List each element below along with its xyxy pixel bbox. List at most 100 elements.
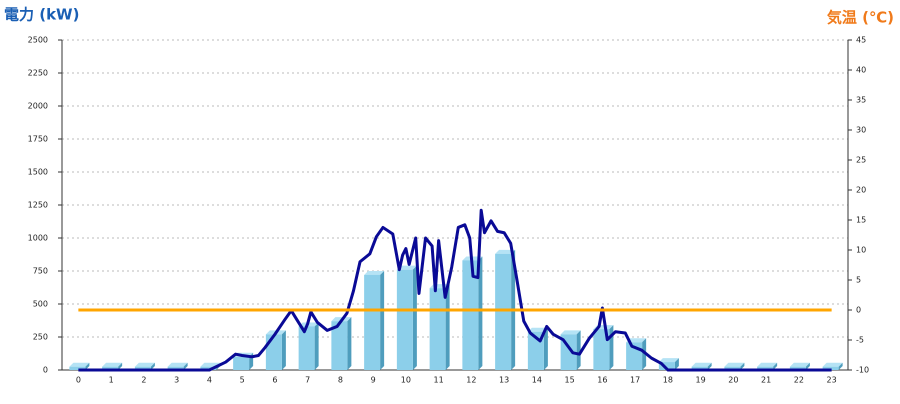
x-tick-label: 13 bbox=[499, 376, 509, 385]
y-tick-label: 1000 bbox=[28, 234, 48, 243]
x-tick-label: 14 bbox=[532, 376, 542, 385]
bar-top bbox=[724, 362, 745, 367]
bar-side bbox=[314, 322, 319, 370]
bar-side bbox=[380, 270, 385, 370]
y2-tick-label: -10 bbox=[856, 366, 869, 375]
y2-tick-label: 30 bbox=[856, 126, 866, 135]
y-tick-label: 2000 bbox=[28, 102, 48, 111]
x-tick-label: 0 bbox=[76, 376, 81, 385]
bar bbox=[102, 366, 119, 370]
y2-tick-label: -5 bbox=[856, 336, 864, 345]
y2-tick-label: 0 bbox=[856, 306, 861, 315]
y2-tick-label: 45 bbox=[856, 36, 866, 45]
x-tick-label: 23 bbox=[827, 376, 837, 385]
bar bbox=[658, 362, 675, 370]
bar bbox=[822, 366, 839, 370]
x-tick-label: 3 bbox=[174, 376, 179, 385]
y-tick-label: 750 bbox=[33, 267, 48, 276]
bar bbox=[691, 366, 708, 370]
bar bbox=[429, 288, 446, 370]
x-tick-label: 2 bbox=[141, 376, 146, 385]
bar bbox=[265, 334, 282, 370]
bar-side bbox=[838, 362, 843, 370]
bar bbox=[724, 366, 741, 370]
bar bbox=[462, 260, 479, 370]
bar bbox=[757, 366, 774, 370]
bar-side bbox=[674, 358, 679, 370]
bar-top bbox=[396, 265, 417, 270]
bar bbox=[134, 366, 151, 370]
bar-top bbox=[691, 362, 712, 367]
x-tick-label: 1 bbox=[109, 376, 114, 385]
bar-side bbox=[150, 362, 155, 370]
bar-top bbox=[167, 362, 188, 367]
x-tick-label: 10 bbox=[401, 376, 411, 385]
bar-top bbox=[626, 338, 647, 343]
bar-side bbox=[543, 327, 548, 370]
y2-tick-label: 40 bbox=[856, 66, 866, 75]
bar-side bbox=[773, 362, 778, 370]
bar-side bbox=[740, 362, 745, 370]
bar-side bbox=[478, 256, 483, 370]
bar-side bbox=[445, 284, 450, 370]
y-tick-label: 1250 bbox=[28, 201, 48, 210]
x-tick-label: 12 bbox=[466, 376, 476, 385]
power-line bbox=[78, 208, 832, 372]
bar-side bbox=[85, 362, 90, 370]
bar-side bbox=[707, 362, 712, 370]
bar bbox=[200, 366, 217, 370]
y-tick-label: 0 bbox=[43, 366, 48, 375]
x-tick-label: 20 bbox=[728, 376, 738, 385]
bar bbox=[593, 329, 610, 370]
x-tick-label: 11 bbox=[434, 376, 444, 385]
bar bbox=[364, 274, 381, 370]
y2-tick-label: 10 bbox=[856, 246, 866, 255]
bar bbox=[331, 321, 348, 370]
bar bbox=[495, 253, 512, 370]
y2-tick-label: 35 bbox=[856, 96, 866, 105]
y2-tick-label: 5 bbox=[856, 276, 861, 285]
bar-top bbox=[364, 270, 385, 275]
x-tick-label: 15 bbox=[565, 376, 575, 385]
bar-top bbox=[102, 362, 123, 367]
bar-top bbox=[822, 362, 843, 367]
bar bbox=[167, 366, 184, 370]
bar bbox=[396, 269, 413, 370]
x-tick-label: 17 bbox=[630, 376, 640, 385]
bar-side bbox=[347, 317, 352, 370]
y-tick-label: 2500 bbox=[28, 36, 48, 45]
bar-top bbox=[495, 249, 516, 254]
bar-top bbox=[134, 362, 155, 367]
y-tick-label: 250 bbox=[33, 333, 48, 342]
x-tick-label: 6 bbox=[272, 376, 277, 385]
bar-side bbox=[576, 330, 581, 370]
bar bbox=[298, 326, 315, 370]
x-tick-label: 21 bbox=[761, 376, 771, 385]
bar-top bbox=[69, 362, 90, 367]
bar-top bbox=[658, 358, 679, 363]
x-tick-label: 9 bbox=[371, 376, 376, 385]
y-axis-title: 電力 (kW) bbox=[4, 6, 79, 24]
bar-top bbox=[789, 362, 810, 367]
x-tick-label: 18 bbox=[663, 376, 673, 385]
y-tick-label: 500 bbox=[33, 300, 48, 309]
x-tick-label: 7 bbox=[305, 376, 310, 385]
x-tick-label: 22 bbox=[794, 376, 804, 385]
y2-axis-title: 気温 (℃) bbox=[827, 9, 894, 27]
y-tick-label: 2250 bbox=[28, 69, 48, 78]
x-tick-label: 19 bbox=[696, 376, 706, 385]
x-tick-label: 4 bbox=[207, 376, 212, 385]
y2-tick-label: 20 bbox=[856, 186, 866, 195]
bar-side bbox=[118, 362, 123, 370]
bar bbox=[69, 366, 86, 370]
bar bbox=[233, 356, 250, 370]
y-tick-label: 1500 bbox=[28, 168, 48, 177]
x-tick-label: 8 bbox=[338, 376, 343, 385]
y2-tick-label: 25 bbox=[856, 156, 866, 165]
bar-side bbox=[805, 362, 810, 370]
bar-top bbox=[527, 327, 548, 332]
bar-side bbox=[183, 362, 188, 370]
bar-top bbox=[560, 330, 581, 335]
